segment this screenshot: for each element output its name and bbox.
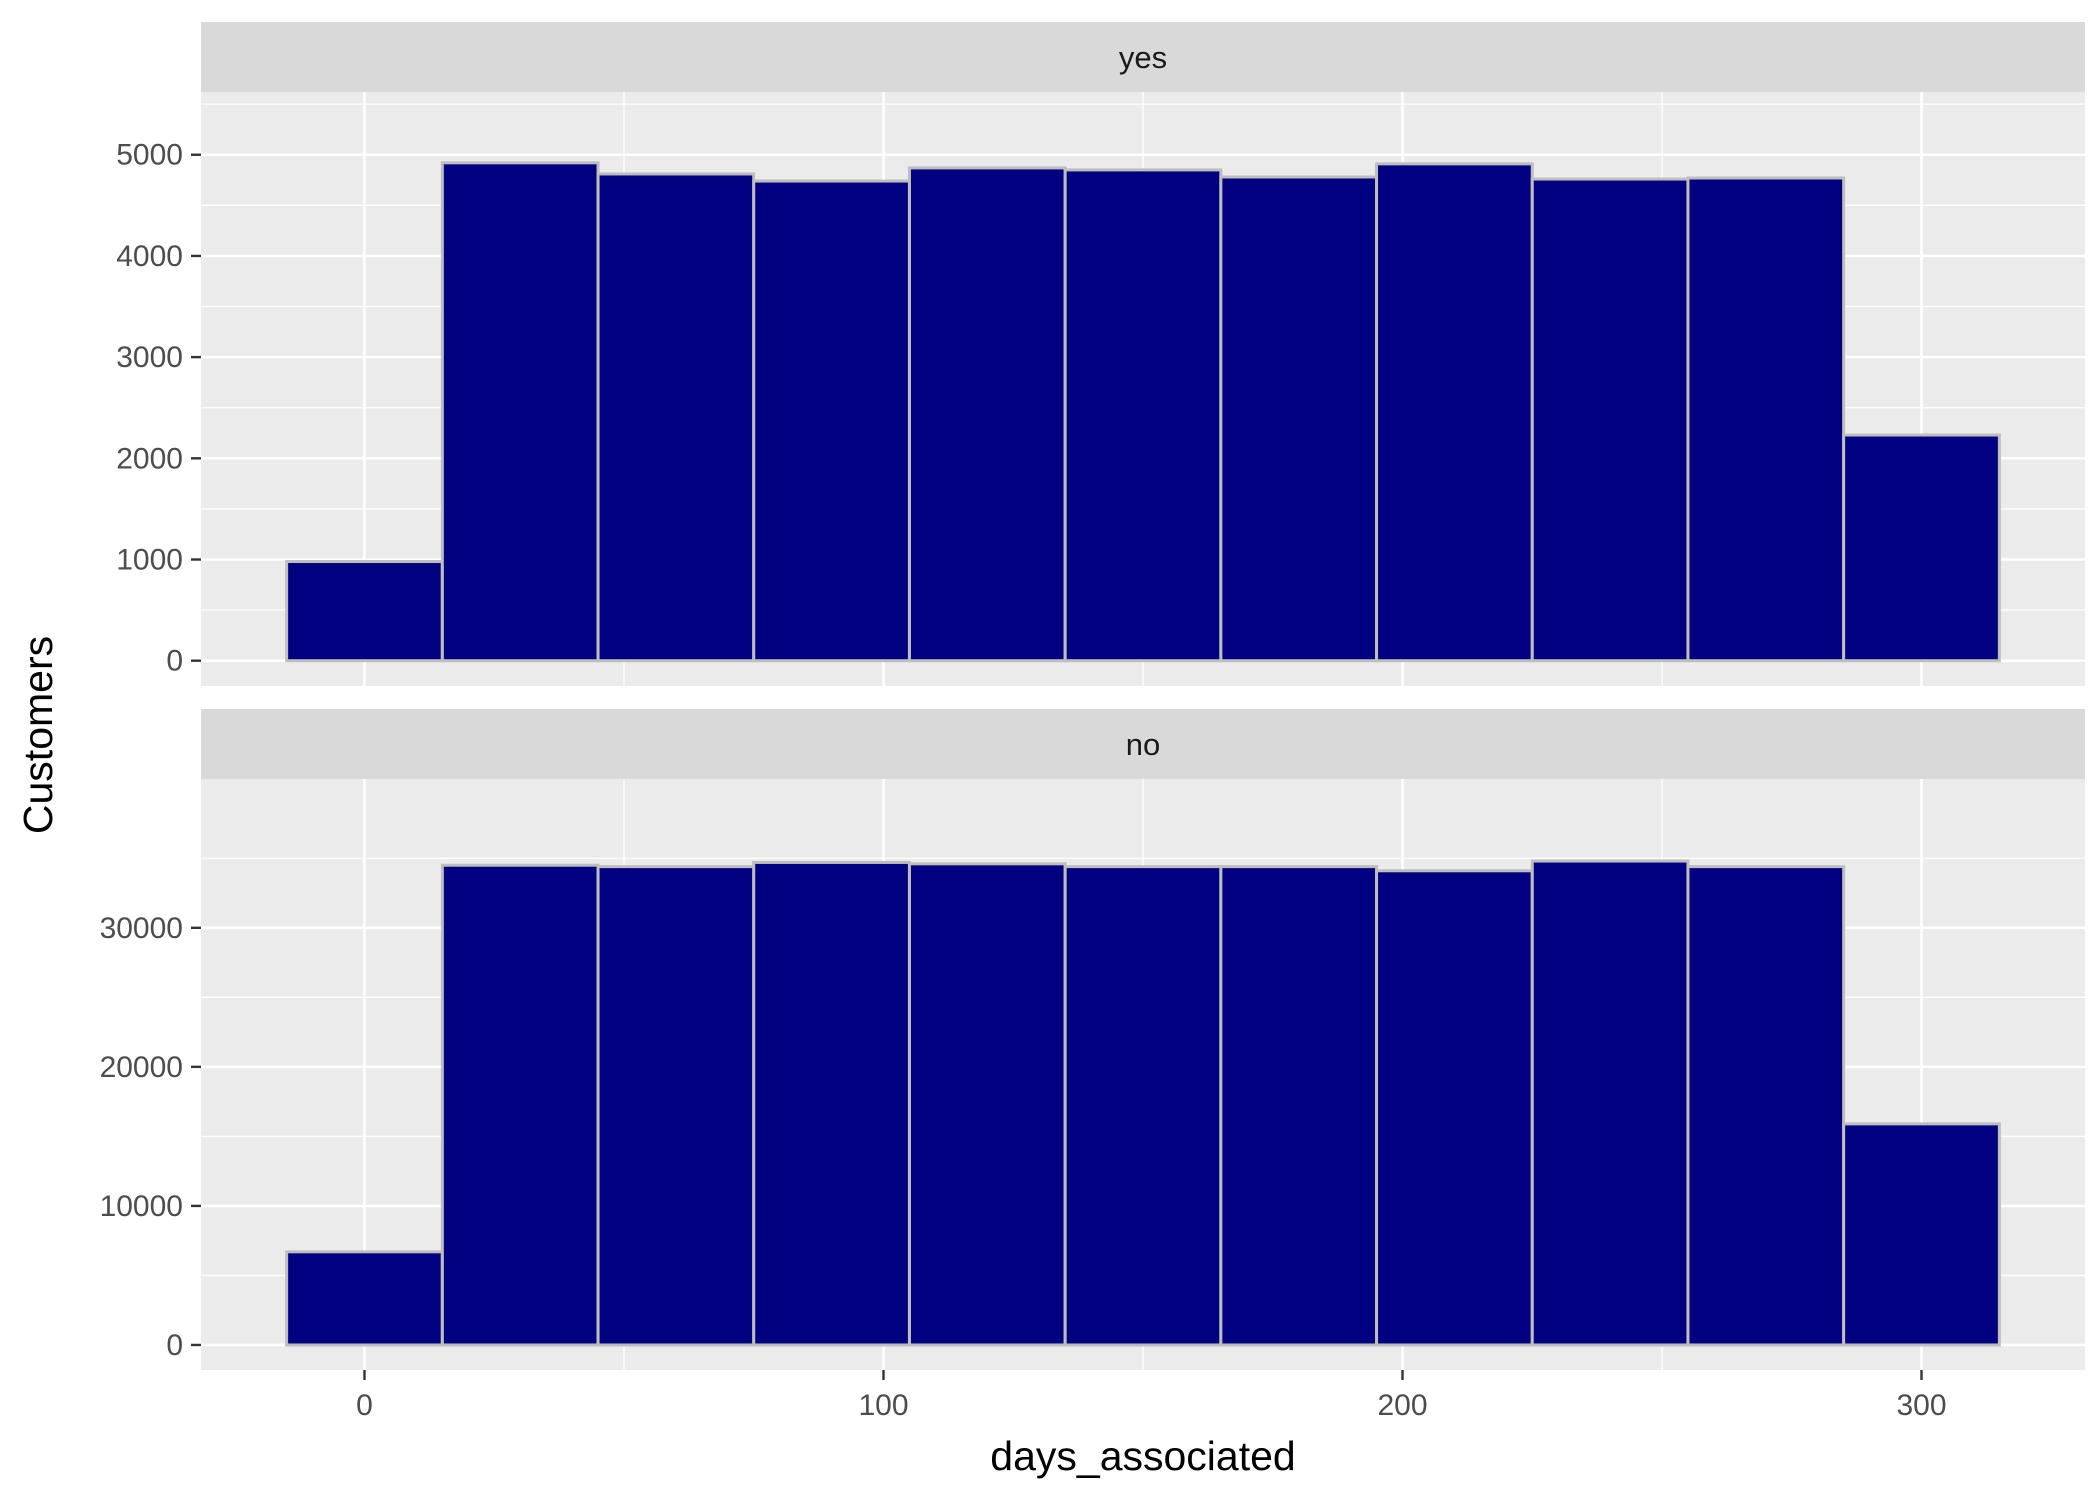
- histogram-bar: [752, 860, 911, 1347]
- histogram-bar: [596, 865, 756, 1347]
- y-tick-label: 10000: [100, 1190, 183, 1223]
- y-tick-label: 20000: [100, 1051, 183, 1084]
- histogram-bar: [1375, 162, 1534, 663]
- facet-yes: yes 0 1000 2000 3000 4000 5000: [116, 22, 2085, 686]
- x-tick-label: 300: [1896, 1389, 1946, 1422]
- histogram-bar: [440, 161, 600, 663]
- y-tick-label: 0: [166, 645, 183, 678]
- histogram-bar: [1842, 433, 2001, 663]
- histogram-bar: [1686, 865, 1846, 1347]
- x-tick-label: 200: [1377, 1389, 1427, 1422]
- y-tick-label: 30000: [100, 912, 183, 945]
- histogram-bar: [1530, 859, 1690, 1347]
- x-axis-title: days_associated: [990, 1433, 1295, 1479]
- facet-strip: [201, 22, 2085, 92]
- histogram-bar: [1219, 865, 1379, 1347]
- facet-panels: yes010002000300040005000no01000020000300…: [100, 22, 2085, 1422]
- histogram-bar: [1686, 176, 1846, 663]
- histogram-bar: [752, 179, 911, 663]
- y-tick-label: 1000: [116, 544, 183, 577]
- facet-strip-label: yes: [1119, 40, 1167, 75]
- histogram-bar: [907, 166, 1067, 663]
- facet-strip: [201, 709, 2085, 779]
- y-tick-label: 3000: [116, 341, 183, 374]
- facet-strip-label: no: [1126, 727, 1160, 762]
- y-tick-label: 5000: [116, 139, 183, 172]
- x-tick-label: 0: [356, 1389, 373, 1422]
- y-axis-title: Customers: [15, 636, 61, 834]
- histogram-bar: [596, 172, 756, 663]
- histogram-bar: [285, 1250, 444, 1347]
- histogram-bar: [907, 862, 1067, 1347]
- histogram-bar: [1063, 865, 1223, 1347]
- y-tick-label: 0: [166, 1329, 183, 1362]
- histogram-bar: [1530, 177, 1690, 663]
- histogram-bar: [1375, 869, 1534, 1347]
- histogram-bar: [1063, 168, 1223, 663]
- facet-no: no 0 10000 20000 30000 0 100 200 300: [100, 709, 2085, 1422]
- histogram-bar: [1842, 1122, 2001, 1347]
- y-tick-label: 2000: [116, 442, 183, 475]
- histogram-bar: [285, 560, 444, 663]
- histogram-bar: [440, 863, 600, 1347]
- y-tick-label: 4000: [116, 240, 183, 273]
- x-tick-label: 100: [858, 1389, 908, 1422]
- histogram-bar: [1219, 175, 1379, 663]
